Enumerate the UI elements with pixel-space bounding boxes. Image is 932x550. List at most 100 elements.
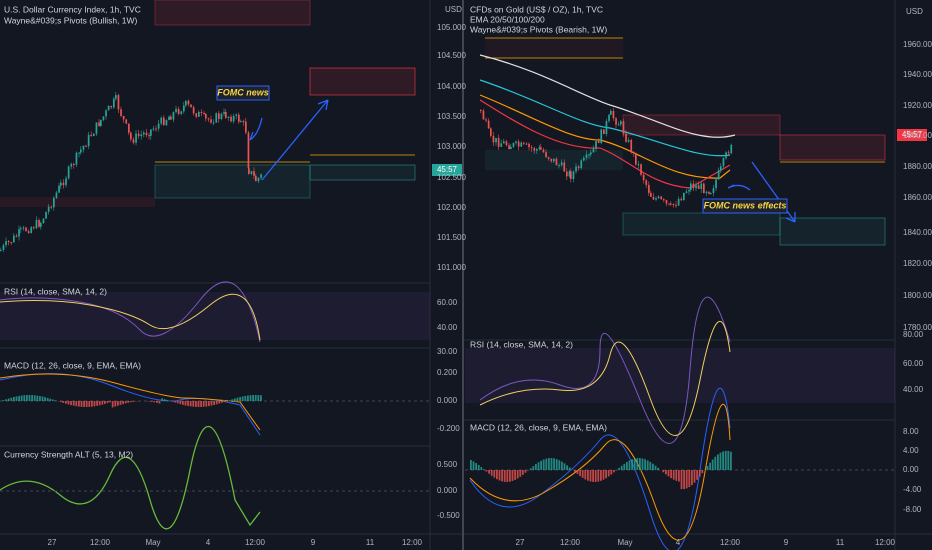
candle-body [558,165,560,167]
time-label: 12:00 [875,538,896,547]
candle-body [512,142,515,147]
candle-body [657,196,660,199]
candle-body [70,163,73,167]
candle-body [637,164,640,166]
candle-body [612,110,615,119]
histogram-bar [54,400,57,401]
histogram-bar [182,401,184,405]
candle-body [20,228,22,230]
axis-tick-label: -4.00 [903,485,922,494]
histogram-bar [724,450,727,470]
histogram-bar [475,463,477,470]
axis-tick-label: 1860.00 [903,193,932,202]
histogram-bar [610,470,613,475]
histogram-bar [501,470,503,482]
histogram-bar [2,400,5,401]
candle-body [523,142,525,144]
candle-body [615,118,617,125]
candle-body [195,113,198,117]
indicator-label: MACD (12, 26, close, 9, EMA, EMA) [4,360,141,370]
time-label: 9 [784,538,789,547]
candle-body [645,180,648,185]
candle-body [540,147,542,150]
candle-body [508,145,510,150]
currency: USD [445,5,462,14]
histogram-bar [223,401,226,402]
candle-body [168,116,170,121]
histogram-bar [93,401,96,407]
histogram-bar [130,401,132,403]
histogram-bar [496,470,498,480]
candle-body [655,198,657,200]
histogram-bar [722,451,724,470]
candle-body [492,135,495,143]
candle-body [708,191,710,194]
axis-tick-label: -0.500 [437,511,460,520]
candle-body [223,112,225,114]
histogram-bar [701,470,704,474]
histogram-bar [13,397,15,401]
histogram-bar [208,401,210,407]
histogram-bar [579,470,581,477]
histogram-bar [561,461,563,470]
histogram-bar [46,397,49,401]
axis-tick-label: 0.200 [437,368,458,377]
candle-body [215,113,218,123]
candle-body [692,183,695,189]
histogram-bar [532,466,535,470]
candle-body [145,132,148,136]
histogram-bar [215,401,218,405]
histogram-bar [644,459,646,470]
candle-body [642,174,645,181]
candle-body [715,179,717,189]
candle-body [245,121,247,133]
axis-tick-label: 1800.00 [903,291,932,300]
candle-body [563,162,566,172]
histogram-bar [555,459,558,470]
candle-body [480,110,482,111]
histogram-bar [96,401,98,406]
histogram-bar [714,456,717,470]
histogram-bar [75,401,78,407]
histogram-bar [218,401,221,404]
candle-body [152,128,155,130]
candle-body [547,157,550,159]
histogram-bar [519,470,522,477]
candle-body [155,128,157,130]
histogram-bar [67,401,70,405]
histogram-bar [472,461,475,470]
price-tag [897,129,927,141]
histogram-bar [485,470,488,472]
candle-body [515,141,517,143]
candle-body [47,206,50,212]
rsi-band [465,348,895,403]
histogram-bar [646,460,649,470]
axis-tick-label: 0.00 [903,465,919,474]
histogram-bar [31,395,33,401]
price-tag [432,164,462,176]
candle-body [122,116,125,120]
indicator-label: EMA 20/50/100/200 [470,14,545,24]
histogram-bar [7,398,10,401]
candle-body [247,132,250,169]
histogram-bar [581,470,584,478]
histogram-bar [529,468,532,470]
histogram-bar [171,401,174,402]
candle-body [177,108,180,114]
histogram-bar [514,470,516,480]
axis-tick-label: 0.000 [437,486,458,495]
histogram-bar [605,470,607,479]
histogram-bar [249,395,252,401]
histogram-bar [101,401,104,405]
histogram-bar [730,451,732,470]
candle-body [30,227,33,233]
candle-body [617,124,620,126]
histogram-bar [553,458,555,470]
histogram-bar [545,458,548,470]
candle-body [517,141,520,147]
histogram-bar [680,470,683,490]
candle-body [120,109,122,117]
histogram-bar [685,470,688,489]
candle-body [53,197,55,208]
